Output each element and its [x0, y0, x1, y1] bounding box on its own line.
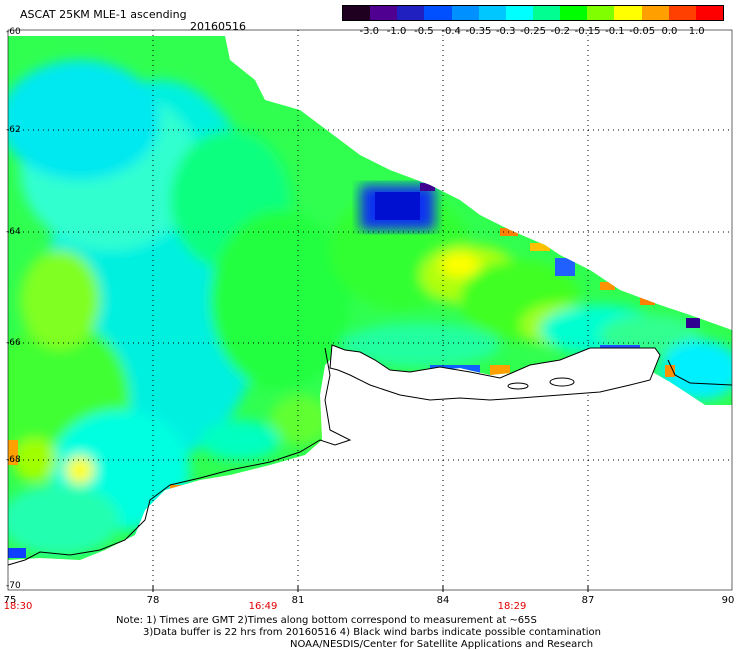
colorbar-swatch: [614, 6, 642, 20]
lon-label: 78: [146, 595, 160, 606]
colorbar-swatch: [587, 6, 615, 20]
lat-label: -64: [6, 227, 21, 237]
grid-lines: [8, 30, 732, 590]
lon-label: 81: [291, 595, 305, 606]
colorbar-tick-label: -0.4: [441, 26, 461, 37]
colorbar-tick-label: 1.0: [688, 26, 705, 37]
lat-label: -62: [6, 125, 21, 135]
wind-field: [8, 36, 732, 560]
lon-label: 90: [721, 595, 735, 606]
colorbar-swatch: [532, 6, 561, 20]
x-ticks: [152, 585, 589, 592]
time-label: 18:29: [497, 601, 527, 612]
colorbar-tick-label: -0.2: [550, 26, 571, 37]
colorbar-tick-label: -0.35: [465, 26, 492, 37]
coastline: [7, 344, 733, 566]
colorbar-tick-label: -0.3: [495, 26, 516, 37]
note-line-1: Note: 1) Times are GMT 2)Times along bot…: [116, 615, 537, 626]
colorbar-tick-label: -1.0: [386, 26, 407, 37]
time-label: 16:49: [248, 601, 278, 612]
colorbar-tick-label: -0.5: [414, 26, 434, 37]
colorbar-swatch: [641, 6, 669, 20]
colorbar-swatch: [695, 6, 723, 20]
colorbar-tick-label: -3.0: [359, 26, 380, 37]
colorbar-swatch: [478, 6, 506, 20]
colorbar-swatch: [505, 6, 533, 20]
plot-frame: [7, 29, 733, 591]
colorbar-tick-label: -0.25: [520, 26, 546, 37]
colorbar-swatch: [370, 6, 398, 20]
lat-label: -68: [6, 455, 21, 465]
lat-label: -66: [6, 338, 21, 348]
lat-label: -60: [6, 27, 21, 37]
colorbar-swatch: [668, 6, 696, 20]
lat-label: -70: [6, 581, 21, 591]
colorbar-swatch: [343, 6, 371, 20]
colorbar-swatch: [397, 6, 425, 20]
lon-label: 84: [436, 595, 450, 606]
time-label: 18:30: [3, 601, 33, 612]
colorbar-swatch: [451, 6, 479, 20]
map-date: 20160516: [190, 20, 246, 33]
colorbar-tick-label: -0.1: [605, 26, 625, 37]
note-line-2: 3)Data buffer is 22 hrs from 20160516 4)…: [143, 627, 601, 638]
colorbar-swatch: [424, 6, 452, 20]
colorbar-tick-label: -0.15: [574, 26, 601, 37]
map-title: ASCAT 25KM MLE-1 ascending: [20, 8, 187, 21]
colorbar-swatch: [560, 6, 588, 20]
note-line-3: NOAA/NESDIS/Center for Satellite Applica…: [290, 639, 594, 650]
lon-label: 87: [581, 595, 595, 606]
lon-label: 75: [3, 595, 17, 606]
colorbar-tick-label: 0.0: [661, 26, 678, 37]
colorbar: [342, 5, 724, 21]
colorbar-tick-label: -0.05: [629, 26, 656, 37]
